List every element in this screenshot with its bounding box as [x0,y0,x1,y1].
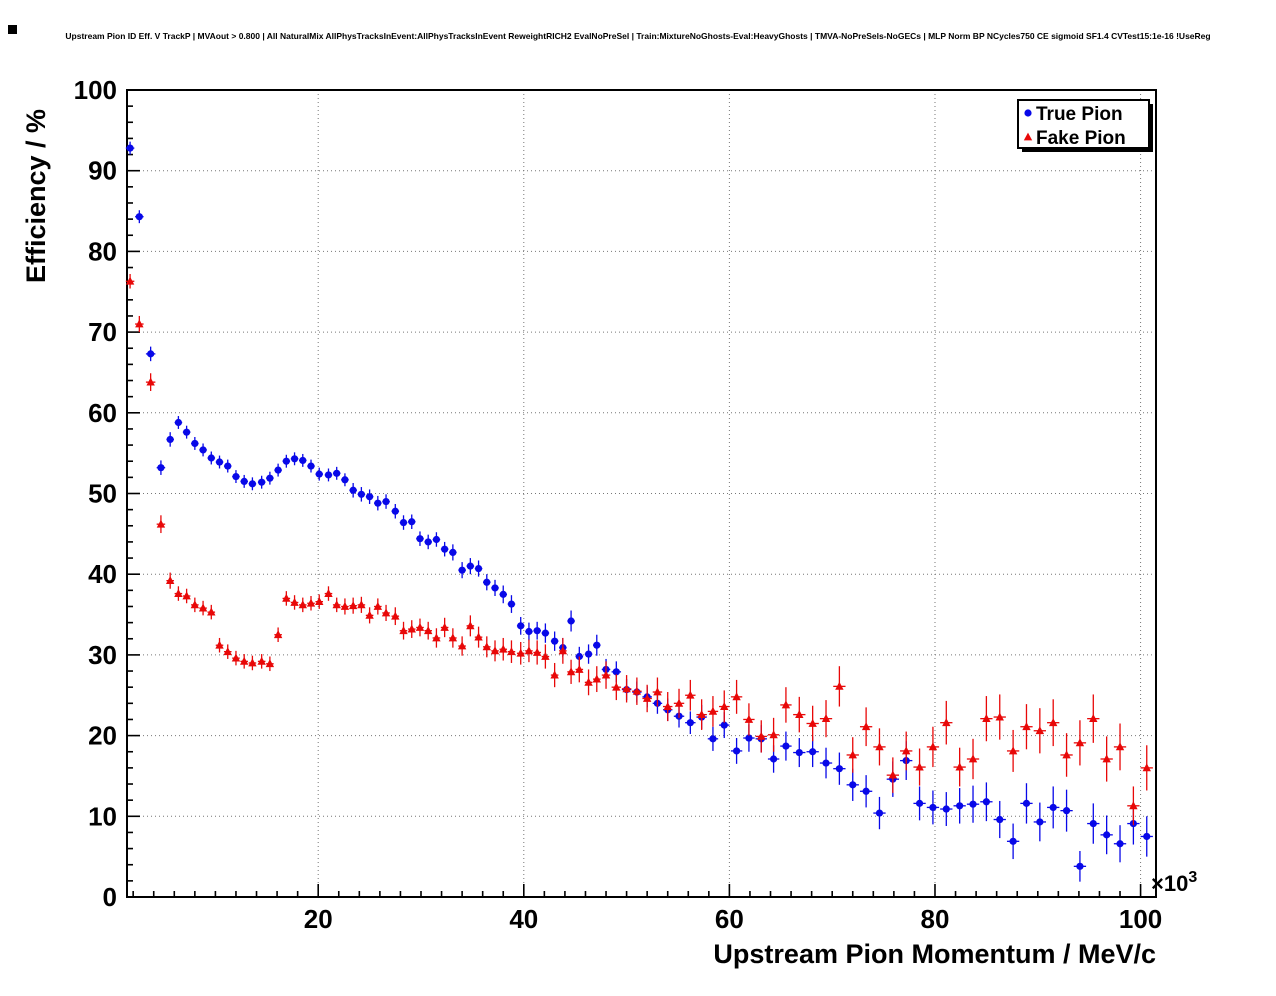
svg-text:30: 30 [88,640,117,670]
x-tick-labels: 20 40 60 80 100 [304,904,1163,934]
y-axis-title: Efficiency / % [21,109,51,283]
y-tick-labels: 0 10 20 30 40 50 60 70 80 90 100 [74,75,117,912]
legend-entry-true-pion: True Pion [1024,104,1123,125]
svg-text:90: 90 [88,156,117,186]
legend-box [1017,99,1150,149]
svg-text:60: 60 [715,904,744,934]
legend-label: Fake Pion [1036,128,1126,149]
svg-text:80: 80 [921,904,950,934]
axis-ticks [127,89,1142,898]
svg-text:10: 10 [88,801,117,831]
svg-text:50: 50 [88,479,117,509]
svg-text:70: 70 [88,317,117,347]
svg-text:80: 80 [88,236,117,266]
svg-text:60: 60 [88,398,117,428]
svg-text:100: 100 [74,75,117,105]
svg-text:40: 40 [88,559,117,589]
series-true-pion [125,141,1153,882]
legend-triangle-marker-icon [1023,132,1033,141]
x-axis-exponent: ×103 [1151,869,1197,896]
plot-frame [126,89,1157,898]
series-fake-pion [125,273,1153,826]
svg-text:100: 100 [1119,904,1162,934]
x-axis-title: Upstream Pion Momentum / MeV/c [713,939,1156,969]
legend-entry-fake-pion: Fake Pion [1023,128,1126,149]
title-pave-corner-mark [8,25,17,34]
svg-text:20: 20 [304,904,333,934]
plot-title: Upstream Pion ID Eff. V TrackP | MVAout … [65,31,1211,41]
svg-text:40: 40 [509,904,538,934]
svg-text:0: 0 [103,882,117,912]
legend: True Pion Fake Pion [1017,99,1153,152]
legend-circle-marker-icon [1024,109,1032,117]
legend-label: True Pion [1036,104,1123,125]
gridlines [127,90,1156,897]
svg-text:20: 20 [88,721,117,751]
